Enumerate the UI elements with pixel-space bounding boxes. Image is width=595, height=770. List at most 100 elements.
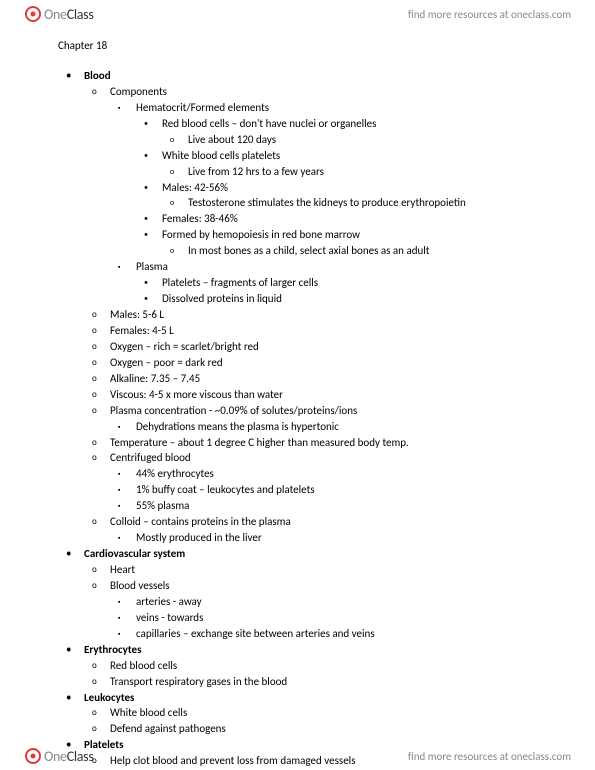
page-header: OneClass find more resources at oneclass… [0, 0, 595, 28]
brand-one: One [44, 6, 67, 23]
outline-label: Platelets – fragments of larger cells [162, 276, 318, 289]
outline-label: Viscous: 4-5 x more viscous than water [110, 388, 283, 401]
outline-item: Blood Components Hematocrit/Formed element… [58, 68, 555, 546]
outline-label: Red blood cells – don't have nuclei or o… [162, 117, 376, 130]
outline-label: Red blood cells [110, 659, 177, 672]
resources-link-bottom[interactable]: find more resources at oneclass.com [408, 750, 571, 763]
outline-label: Temperature – about 1 degree C higher th… [110, 436, 409, 449]
outline-item: 55% plasma [110, 498, 555, 514]
outline-item: Viscous: 4-5 x more viscous than water [84, 387, 555, 403]
outline-item: 1% buffy coat – leukocytes and platelets [110, 482, 555, 498]
outline-label: Oxygen – rich = scarlet/bright red [110, 340, 259, 353]
outline-item: Defend against pathogens [84, 721, 555, 737]
outline-label: Blood [84, 69, 111, 82]
outline-label: Plasma concentration - ~0.09% of solutes… [110, 404, 357, 417]
outline-sublist: Heart Blood vessels arteries - away veins -… [84, 562, 555, 642]
outline-sublist: In most bones as a child, select axial b… [162, 243, 555, 259]
outline-label: 55% plasma [136, 499, 189, 512]
chapter-title: Chapter 18 [58, 38, 555, 54]
outline-label: capillaries – exchange site between arte… [136, 627, 375, 640]
outline-label: veins - towards [136, 611, 203, 624]
outline-label: Live from 12 hrs to a few years [188, 165, 324, 178]
outline-label: Live about 120 days [188, 133, 276, 146]
outline-item: Red blood cells [84, 658, 555, 674]
outline-label: Components [110, 85, 167, 98]
outline-sublist: Mostly produced in the liver [110, 530, 555, 546]
outline-item: Centrifuged blood 44% erythrocytes 1% buff… [84, 450, 555, 514]
outline-sublist: Dehydrations means the plasma is hyperto… [110, 419, 555, 435]
outline-item: 44% erythrocytes [110, 466, 555, 482]
brand-text: OneClass [44, 6, 94, 23]
outline-label: White blood cells [110, 706, 187, 719]
outline-label: In most bones as a child, select axial b… [188, 244, 429, 257]
outline-label: Hematocrit/Formed elements [136, 101, 269, 114]
outline-sublist: Live from 12 hrs to a few years [162, 164, 555, 180]
outline-label: 44% erythrocytes [136, 467, 214, 480]
brand-text-footer: OneClass [44, 748, 94, 765]
outline-label: White blood cells platelets [162, 149, 280, 162]
outline-sublist: Live about 120 days [162, 132, 555, 148]
outline-label: Colloid – contains proteins in the plasm… [110, 515, 291, 528]
outline-label: Males: 5-6 L [110, 308, 164, 321]
outline-item: Males: 42-56%Testosterone stimulates the… [136, 180, 555, 212]
outline-item: Cardiovascular systemHeartBlood vesselsa… [58, 546, 555, 642]
outline-label: Females: 4-5 L [110, 324, 174, 337]
outline-item: Hematocrit/Formed elements Red blood cell… [110, 100, 555, 259]
outline-sublist: Red blood cells – don't have nuclei or o… [136, 116, 555, 259]
outline-sublist: Red blood cells Transport respiratory gas… [84, 658, 555, 690]
outline-label: Centrifuged blood [110, 451, 191, 464]
outline-label: Dehydrations means the plasma is hyperto… [136, 420, 339, 433]
outline-label: Females: 38-46% [162, 212, 238, 225]
outline-item: Oxygen – rich = scarlet/bright red [84, 339, 555, 355]
outline-label: arteries - away [136, 595, 202, 608]
outline-item: Components Hematocrit/Formed elements Red … [84, 84, 555, 307]
brand-class: Class [67, 748, 94, 765]
brand-one: One [44, 748, 67, 765]
outline-label: Heart [110, 563, 135, 576]
outline-label: Formed by hemopoiesis in red bone marrow [162, 228, 360, 241]
logo-icon [24, 5, 42, 23]
outline-item: veins - towards [110, 610, 555, 626]
outline-label: Males: 42-56% [162, 181, 228, 194]
outline-item: Oxygen – poor = dark red [84, 355, 555, 371]
outline-item: Erythrocytes Red blood cells Transport res… [58, 642, 555, 690]
outline-label: Erythrocytes [84, 643, 141, 656]
outline-item: Red blood cells – don't have nuclei or o… [136, 116, 555, 148]
outline-item: Alkaline: 7.35 – 7.45 [84, 371, 555, 387]
outline-item: Males: 5-6 L [84, 307, 555, 323]
outline-item: Leukocytes White blood cells Defend agains… [58, 690, 555, 738]
outline-item: Testosterone stimulates the kidneys to p… [162, 195, 555, 211]
outline-label: Defend against pathogens [110, 722, 226, 735]
brand-class: Class [67, 6, 94, 23]
outline-item: Platelets – fragments of larger cells [136, 275, 555, 291]
outline-item: Females: 38-46% [136, 211, 555, 227]
outline-item: Heart [84, 562, 555, 578]
outline-item: Dissolved proteins in liquid [136, 291, 555, 307]
page-footer: OneClass find more resources at oneclass… [0, 742, 595, 770]
outline-item: Mostly produced in the liver [110, 530, 555, 546]
outline-item: Live from 12 hrs to a few years [162, 164, 555, 180]
outline-item: Dehydrations means the plasma is hyperto… [110, 419, 555, 435]
outline-sublist: Testosterone stimulates the kidneys to p… [162, 195, 555, 211]
outline-item: White blood cells platelets Live from 12 … [136, 148, 555, 180]
outline-label: Dissolved proteins in liquid [162, 292, 282, 305]
outline-sublist: Platelets – fragments of larger cells Dis… [136, 275, 555, 307]
outline-label: Alkaline: 7.35 – 7.45 [110, 372, 200, 385]
outline-label: Blood vessels [110, 579, 170, 592]
brand-logo-footer: OneClass [24, 747, 94, 765]
outline-sublist: 44% erythrocytes 1% buffy coat – leukocyt… [110, 466, 555, 514]
outline-root: Blood Components Hematocrit/Formed element… [58, 68, 555, 769]
outline-label: Plasma [136, 260, 168, 273]
outline-item: Transport respiratory gases in the blood [84, 674, 555, 690]
outline-label: Oxygen – poor = dark red [110, 356, 223, 369]
outline-label: Leukocytes [84, 691, 134, 704]
document-content: Chapter 18 Blood Components Hematocrit/For… [58, 38, 555, 769]
outline-item: Temperature – about 1 degree C higher th… [84, 435, 555, 451]
outline-sublist: Components Hematocrit/Formed elements Red … [84, 84, 555, 546]
outline-item: capillaries – exchange site between arte… [110, 626, 555, 642]
outline-label: Mostly produced in the liver [136, 531, 262, 544]
resources-link-top[interactable]: find more resources at oneclass.com [408, 8, 571, 21]
outline-item: Plasma Platelets – fragments of larger ce… [110, 259, 555, 307]
outline-item: Colloid – contains proteins in the plasm… [84, 514, 555, 546]
outline-item: arteries - away [110, 594, 555, 610]
